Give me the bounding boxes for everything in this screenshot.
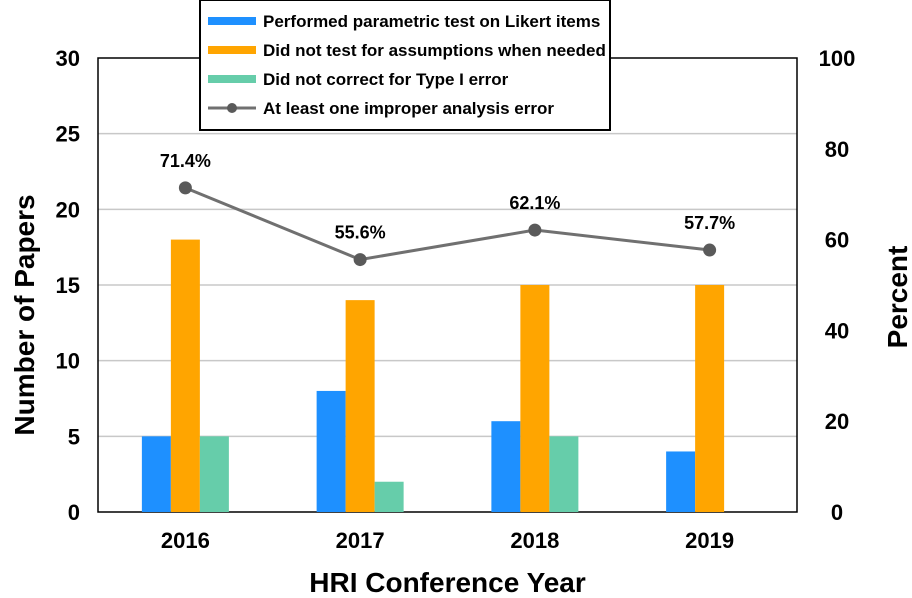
line-point	[528, 223, 542, 237]
legend-label: Performed parametric test on Likert item…	[263, 12, 600, 31]
legend-label: At least one improper analysis error	[263, 99, 554, 118]
left-tick-label: 30	[56, 46, 80, 71]
right-tick-label: 100	[819, 46, 856, 71]
left-tick-label: 15	[56, 273, 80, 298]
line-point	[703, 243, 717, 257]
line-point	[178, 181, 192, 195]
right-tick-label: 40	[825, 318, 849, 343]
data-label: 57.7%	[684, 213, 735, 233]
right-tick-label: 20	[825, 409, 849, 434]
x-tick-label: 2018	[510, 528, 559, 553]
bar	[141, 436, 171, 512]
legend-swatch	[208, 75, 256, 83]
right-tick-label: 0	[831, 500, 843, 525]
left-tick-label: 20	[56, 197, 80, 222]
bar-series	[141, 239, 725, 512]
bar	[549, 436, 579, 512]
left-tick-label: 25	[56, 122, 80, 147]
legend: Performed parametric test on Likert item…	[199, 0, 611, 131]
series-line	[184, 186, 710, 262]
bar	[491, 421, 521, 512]
left-axis-ticks: 0 5 10 15 20 25 30	[56, 46, 80, 525]
left-tick-label: 5	[68, 424, 80, 449]
line-point	[353, 253, 367, 267]
right-tick-label: 80	[825, 137, 849, 162]
bar	[345, 300, 375, 512]
right-tick-label: 60	[825, 228, 849, 253]
bar	[316, 390, 346, 512]
legend-label: Did not test for assumptions when needed	[263, 41, 606, 60]
bar	[666, 451, 696, 512]
bar	[199, 436, 229, 512]
data-label: 55.6%	[335, 223, 386, 243]
legend-label: Did not correct for Type I error	[263, 70, 509, 89]
bar	[695, 285, 725, 512]
legend-marker	[227, 103, 237, 113]
data-label: 71.4%	[160, 151, 211, 171]
x-tick-label: 2017	[336, 528, 385, 553]
bar	[520, 285, 550, 512]
right-axis-ticks: 0 20 40 60 80 100	[819, 46, 856, 525]
line-series: 71.4% 55.6% 62.1% 57.7%	[160, 151, 735, 267]
data-label: 62.1%	[509, 193, 560, 213]
left-tick-label: 0	[68, 500, 80, 525]
x-axis-title: HRI Conference Year	[309, 567, 586, 598]
x-axis-ticks: 2016 2017 2018 2019	[161, 528, 734, 553]
gridlines	[98, 132, 797, 438]
x-tick-label: 2016	[161, 528, 210, 553]
left-tick-label: 10	[56, 349, 80, 374]
x-tick-label: 2019	[685, 528, 734, 553]
legend-swatch	[208, 46, 256, 54]
bar	[170, 239, 200, 512]
legend-box	[199, 0, 611, 131]
right-axis-title: Percent	[882, 246, 912, 349]
left-axis-title: Number of Papers	[9, 194, 40, 435]
bar	[374, 481, 404, 512]
legend-swatch	[208, 17, 256, 25]
